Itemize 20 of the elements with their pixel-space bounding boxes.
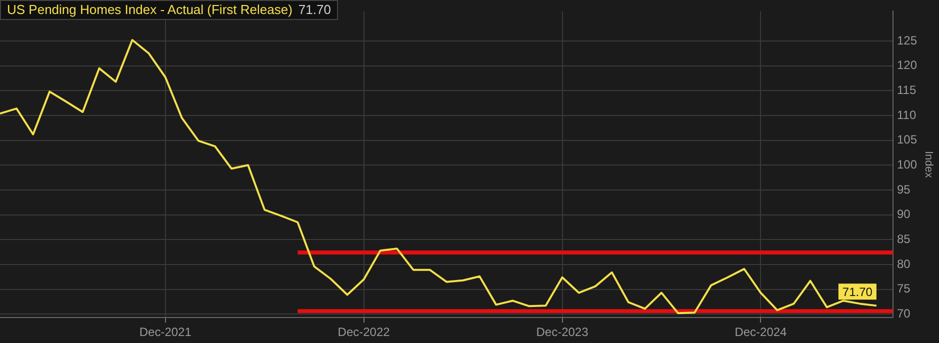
y-tick-label: 105 bbox=[897, 132, 918, 147]
y-tick-label: 90 bbox=[897, 207, 911, 222]
y-tick-label: 125 bbox=[897, 33, 918, 48]
x-tick-label: Dec-2023 bbox=[536, 325, 589, 340]
y-tick-label: 85 bbox=[897, 232, 911, 246]
x-tick-label: Dec-2021 bbox=[139, 325, 192, 340]
x-tick-label: Dec-2022 bbox=[338, 325, 390, 340]
y-tick-label: 80 bbox=[897, 256, 911, 271]
text: US Pending Homes Index - Actual (First Release) bbox=[7, 2, 292, 17]
y-axis-title: Index bbox=[922, 150, 934, 178]
x-tick-label: Dec-2024 bbox=[734, 325, 788, 340]
y-tick-label: 110 bbox=[897, 108, 916, 122]
data-label: 71.70 bbox=[842, 284, 873, 299]
y-tick-label: 70 bbox=[897, 306, 911, 320]
y-tick-label: 120 bbox=[897, 58, 918, 72]
text: 71.70 bbox=[298, 2, 331, 17]
y-tick-label: 100 bbox=[897, 157, 918, 172]
y-tick-label: 75 bbox=[897, 282, 911, 296]
y-tick-label: 115 bbox=[897, 82, 916, 97]
y-tick-label: 95 bbox=[897, 182, 911, 196]
